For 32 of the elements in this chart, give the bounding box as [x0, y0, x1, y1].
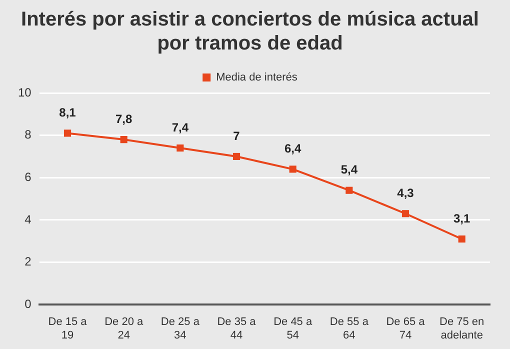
- y-tick-label: 0: [24, 296, 32, 311]
- point: [458, 235, 466, 243]
- data-label: 7: [233, 128, 240, 143]
- point: [64, 130, 72, 137]
- legend-label: Media de interés: [216, 72, 298, 84]
- point: [232, 152, 240, 160]
- data-label: 7,8: [116, 112, 133, 126]
- y-tick-label: 10: [18, 85, 32, 100]
- x-tick-label: De 55 a 64: [330, 316, 370, 342]
- chart-title: Interés por asistir a conciertos de música actual por tramos de edad: [21, 8, 479, 55]
- y-tick-label: 4: [24, 212, 32, 226]
- data-label: 3,1: [453, 211, 470, 226]
- point: [176, 144, 184, 152]
- x-tick-label: De 65 a 74: [386, 316, 426, 342]
- y-tick-label: 8: [24, 128, 32, 142]
- x-tick-label: De 25 a 34: [160, 316, 200, 342]
- point: [402, 210, 410, 218]
- point: [346, 186, 353, 194]
- y-tick-label: 6: [24, 170, 32, 184]
- data-label: 7,4: [172, 120, 189, 134]
- data-label: 5,4: [340, 162, 358, 177]
- y-tick-label: 2: [24, 254, 32, 269]
- point: [120, 136, 128, 144]
- x-tick-label: De 15 a 19: [48, 316, 88, 342]
- x-tick-label: De 45 a 54: [274, 316, 313, 342]
- data-label: 4,3: [397, 186, 414, 200]
- point: [289, 166, 296, 173]
- x-tick-label: De 20 a 24: [104, 316, 144, 342]
- data-label: 6,4: [284, 141, 302, 156]
- x-tick-label: De 75 en adelante: [440, 316, 484, 342]
- x-tick-label: De 35 a 44: [217, 316, 257, 342]
- data-label: 8,1: [59, 106, 76, 120]
